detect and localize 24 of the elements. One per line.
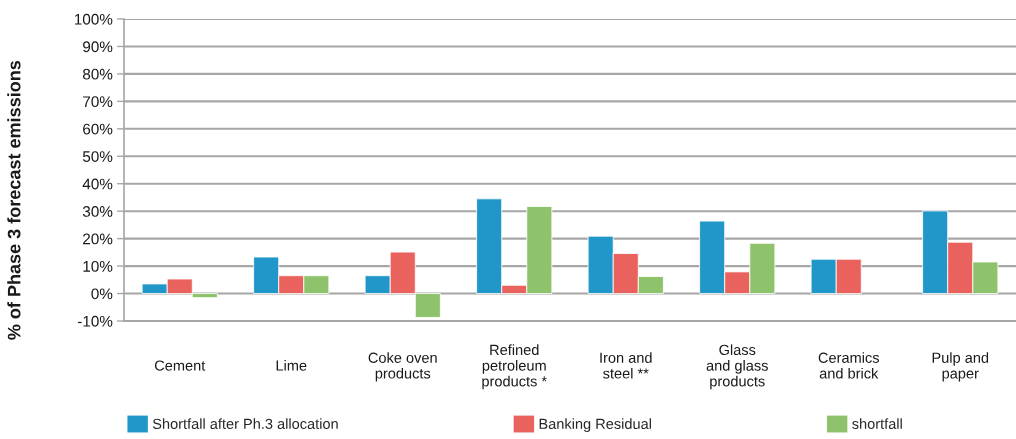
y-tick-label: 40% bbox=[82, 178, 113, 190]
legend-label: shortfall bbox=[852, 418, 902, 430]
x-tick-label: Coke oven products bbox=[368, 352, 437, 382]
y-tick-label: 80% bbox=[82, 68, 113, 80]
x-tick-label: Cement bbox=[154, 360, 206, 371]
x-tick-label: Glass and glass products bbox=[706, 344, 768, 390]
x-tick-label: Iron and steel ** bbox=[600, 352, 652, 379]
x-tick-label: Ceramics and brick bbox=[818, 352, 880, 379]
y-tick-label: 20% bbox=[83, 233, 113, 245]
y-tick-label: -10% bbox=[77, 315, 113, 327]
x-tick-label: Lime bbox=[276, 360, 307, 371]
x-tick-label: Pulp and paper bbox=[932, 352, 989, 382]
y-tick-label: 30% bbox=[82, 206, 113, 217]
y-tick-label: 50% bbox=[82, 151, 113, 162]
y-tick-label: 70% bbox=[83, 96, 113, 108]
legend-label: Banking Residual bbox=[539, 418, 651, 432]
y-tick-label: 10% bbox=[83, 260, 113, 272]
y-tick-label: 100% bbox=[74, 13, 113, 25]
y-tick-label: 60% bbox=[83, 123, 113, 135]
y-tick-label: 0% bbox=[91, 288, 113, 300]
y-axis-title: % of Phase 3 forecast emissions bbox=[7, 60, 21, 340]
legend-label: Shortfall after Ph.3 allocation bbox=[152, 418, 338, 430]
y-tick-label: 90% bbox=[83, 41, 113, 53]
x-tick-label: Refined petroleum products * bbox=[482, 344, 547, 390]
